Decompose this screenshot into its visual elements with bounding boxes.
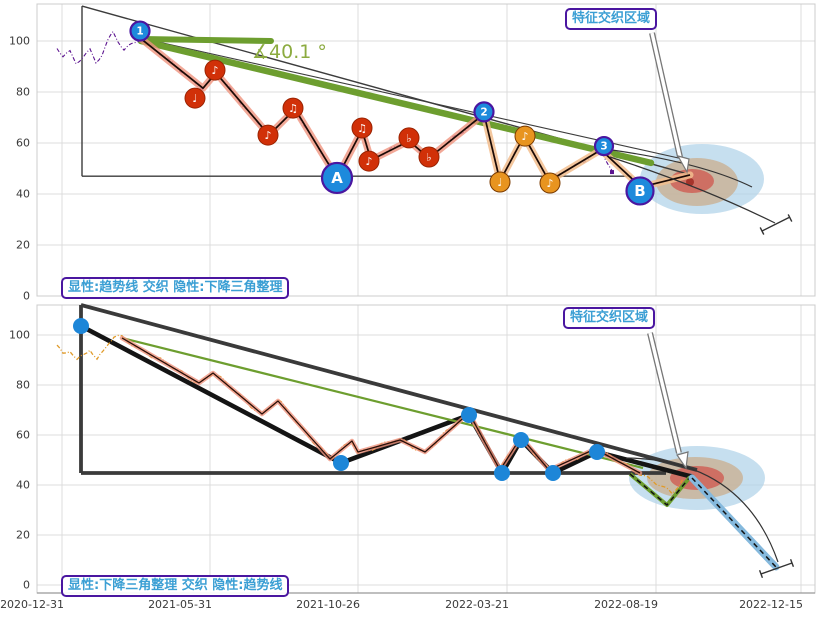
- green-trend-line: [137, 37, 655, 167]
- pivot-circle-1: [129, 20, 151, 42]
- green-trend-line: [121, 336, 644, 470]
- pivot-dot: [73, 318, 89, 334]
- pivot-label-A: A: [331, 169, 343, 187]
- green-forecast-v-dash-overlay: [629, 473, 691, 506]
- blue-projection-line-dash-overlay: [691, 477, 777, 568]
- bottom-panel-caption: 显性:下降三角整理 交织 隐性:趋势线: [61, 575, 290, 597]
- music-note-marker: [204, 59, 226, 81]
- x-tick-label: 2021-10-26: [296, 598, 360, 611]
- music-note-glyph: ♩: [497, 176, 502, 189]
- top-price-line: [56, 30, 613, 182]
- music-note-marker: [514, 125, 536, 147]
- triangle-upper-line: [80, 303, 698, 472]
- projection-fan-arc: [609, 156, 776, 224]
- pivot-circle-3: [593, 135, 615, 157]
- pivot-label-3: 3: [600, 141, 607, 153]
- pivot-label-1: 1: [136, 26, 143, 38]
- music-note-marker: [282, 97, 304, 119]
- music-note-marker: [257, 124, 279, 146]
- music-note-glyph: ♫: [357, 122, 367, 135]
- projection-end-crossbar: [789, 558, 795, 568]
- y-tick-label: 60: [16, 137, 30, 150]
- y-tick-label: 80: [16, 379, 30, 392]
- x-tick-label: 2020-12-31: [0, 598, 64, 611]
- x-tick-label: 2022-08-19: [594, 598, 658, 611]
- bottom-panel: 100 80 60 40 20 0: [9, 303, 816, 594]
- callout-arrow-shaft-fill: [650, 32, 682, 158]
- pivot-label-B: B: [634, 182, 645, 200]
- music-note-marker: [418, 146, 440, 168]
- y-tick-label: 0: [23, 579, 30, 592]
- pivot-circle-B: [625, 176, 655, 206]
- y-tick-label: 20: [16, 529, 30, 542]
- music-note-glyph: ♪: [211, 64, 218, 77]
- y-tick-label: 40: [16, 188, 30, 201]
- callout-arrow-shaft-fill: [648, 332, 681, 454]
- projection-end-crossbar: [759, 227, 765, 235]
- callout-arrow-head: [676, 451, 689, 470]
- projection-end-crossbar: [758, 569, 764, 579]
- pivot-dot: [545, 465, 561, 481]
- music-note-glyph: ♪: [546, 177, 553, 190]
- pivot-label-2: 2: [480, 106, 487, 118]
- music-note-marker: [358, 150, 380, 172]
- callout-arrow-head: [676, 155, 690, 174]
- x-tick-label: 2022-03-21: [445, 598, 509, 611]
- music-note-glyph: ♩: [192, 92, 197, 105]
- x-tick-label: 2021-05-31: [148, 598, 212, 611]
- y-tick-label: 100: [9, 35, 30, 48]
- y-tick-label: 40: [16, 479, 30, 492]
- music-note-marker: [398, 127, 420, 149]
- top-panel: 100 80 60 40 20 0 ♩ ♪ ♪ ♫ ♫ ♪ ♭ ♭ ♩ ♪ ♪ 1 2 3 A B ∡40.1 °: [9, 3, 816, 303]
- pivot-circle-A: [320, 161, 354, 195]
- top-confluence-region-label: 特征交织区域: [565, 8, 658, 30]
- pivot-dot: [494, 465, 510, 481]
- music-note-marker: [539, 172, 561, 194]
- pivot-circle-2: [473, 101, 495, 123]
- bottom-confluence-region-label: 特征交织区域: [563, 307, 656, 329]
- y-tick-label: 80: [16, 86, 30, 99]
- music-note-glyph: ♪: [365, 155, 372, 168]
- music-note-glyph: ♫: [288, 102, 298, 115]
- projection-fan-arc: [611, 149, 753, 188]
- y-tick-label: 20: [16, 239, 30, 252]
- bottom-zigzag-line: [121, 337, 641, 474]
- y-tick-label: 100: [9, 329, 30, 342]
- projection-fan-arc: [625, 457, 779, 563]
- music-note-glyph: ♪: [521, 130, 528, 143]
- angle-annotation: ∡40.1 °: [252, 41, 327, 63]
- price-end-marker: [610, 170, 614, 175]
- y-tick-label: 0: [23, 290, 30, 303]
- projection-end-crossbar: [760, 562, 793, 575]
- music-note-marker: [351, 117, 373, 139]
- pivot-dot: [589, 444, 605, 460]
- music-note-glyph: ♪: [264, 129, 271, 142]
- music-note-glyph: ♭: [406, 132, 411, 145]
- projection-end-crossbar: [761, 216, 791, 232]
- music-note-marker: [184, 87, 206, 109]
- projection-end-crossbar: [787, 214, 793, 222]
- confluence-ellipse: [686, 178, 694, 186]
- bottom-price-line: [56, 334, 684, 495]
- x-tick-label: 2022-12-15: [739, 598, 803, 611]
- pivot-dot: [333, 455, 349, 471]
- y-tick-label: 60: [16, 429, 30, 442]
- music-note-glyph: ♭: [426, 151, 431, 164]
- top-panel-caption: 显性:趋势线 交织 隐性:下降三角整理: [61, 277, 290, 299]
- pivot-dot: [461, 407, 477, 423]
- pivot-dot: [513, 432, 529, 448]
- music-note-marker: [489, 171, 511, 193]
- green-horizontal-ref: [138, 36, 274, 44]
